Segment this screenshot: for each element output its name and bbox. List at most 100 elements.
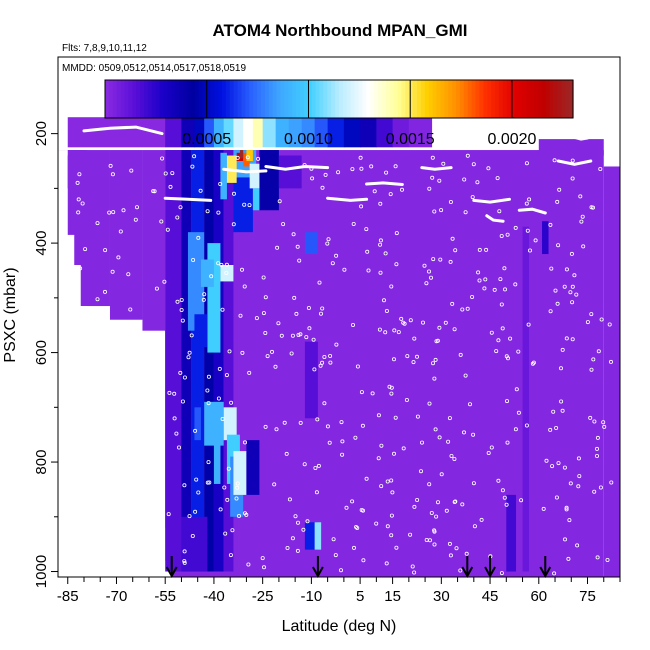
sample-marker: [430, 361, 435, 366]
sample-marker: [287, 497, 292, 502]
sample-marker: [551, 409, 556, 414]
colorbar-cell: [549, 80, 555, 118]
sample-marker: [422, 263, 427, 268]
sample-marker: [434, 339, 439, 344]
sample-marker: [305, 519, 310, 524]
sample-marker: [78, 266, 83, 271]
sample-marker: [165, 227, 170, 232]
sample-marker: [235, 485, 240, 490]
sample-marker: [430, 175, 435, 180]
sample-marker: [410, 564, 415, 569]
colorbar-cell: [393, 80, 399, 118]
sample-marker: [312, 367, 317, 372]
cell-1: [165, 150, 182, 572]
sample-marker: [178, 370, 183, 375]
sample-marker: [176, 445, 181, 450]
sample-marker: [496, 338, 501, 343]
colorbar-cell: [128, 80, 133, 118]
sample-marker: [242, 511, 247, 516]
colorbar-cell: [257, 80, 262, 118]
sample-marker: [327, 440, 332, 445]
sample-marker: [175, 215, 180, 220]
sample-marker: [378, 270, 383, 275]
sample-marker: [385, 524, 390, 529]
cell-5: [213, 150, 224, 572]
colorbar-cell: [545, 80, 551, 118]
sample-marker: [217, 366, 222, 371]
sample-marker: [470, 195, 475, 200]
sample-marker: [224, 262, 229, 267]
colorbar-cell: [198, 80, 204, 118]
sample-marker: [182, 375, 187, 380]
colorbar-cell: [463, 80, 469, 118]
x-axis-label: Latitude (deg N): [282, 618, 397, 635]
sample-marker: [554, 495, 559, 500]
sample-marker: [508, 336, 513, 341]
sample-marker: [607, 322, 612, 327]
sample-marker: [218, 181, 223, 186]
sample-marker: [483, 277, 488, 282]
sample-marker: [198, 188, 203, 193]
sample-marker: [589, 367, 594, 372]
sample-marker: [320, 185, 325, 190]
cell-34: [220, 265, 234, 282]
sample-marker: [376, 413, 381, 418]
sample-marker: [504, 399, 509, 404]
sample-marker: [439, 472, 444, 477]
sample-marker: [447, 416, 452, 421]
colorbar-cell: [506, 80, 512, 118]
sample-marker: [419, 440, 424, 445]
colorbar-cell: [124, 80, 129, 118]
sample-marker: [568, 481, 573, 486]
sample-marker: [269, 349, 274, 354]
cell-35: [223, 407, 237, 441]
sample-marker: [298, 332, 303, 337]
sample-marker: [431, 257, 436, 262]
sample-marker: [424, 281, 429, 286]
sample-marker: [227, 349, 232, 354]
sample-marker: [179, 297, 184, 302]
sample-marker: [359, 166, 364, 171]
colorbar-tick-label: 0.0015: [386, 131, 435, 148]
arrow-head: [461, 566, 474, 579]
sample-marker: [353, 435, 358, 440]
sample-marker: [564, 267, 569, 272]
colorbar-tick-label: 0.0020: [487, 131, 536, 148]
colorbar-cell: [327, 80, 332, 118]
track-line-4: [163, 196, 213, 202]
cell-22: [181, 516, 208, 572]
sample-marker: [328, 353, 333, 358]
sample-marker: [530, 361, 535, 366]
sample-marker: [427, 538, 432, 543]
track-line-7: [472, 197, 511, 204]
track-line-10: [556, 159, 593, 166]
sample-marker: [246, 562, 251, 567]
sample-marker: [432, 529, 437, 534]
colorbar-cell: [510, 80, 516, 118]
sample-marker: [190, 534, 195, 539]
sample-marker: [167, 390, 172, 395]
sample-marker: [502, 495, 507, 500]
sample-marker: [591, 357, 596, 362]
sample-marker: [254, 316, 259, 321]
colorbar-cell: [459, 80, 465, 118]
sample-marker: [323, 172, 328, 177]
sample-marker: [378, 201, 383, 206]
colorbar-cell: [225, 80, 231, 118]
top-band-seg-9: [252, 117, 264, 148]
sample-marker: [560, 347, 565, 352]
cell-9: [200, 259, 214, 287]
sample-marker: [427, 186, 432, 191]
sample-marker: [111, 210, 116, 215]
arrow-head: [539, 566, 552, 579]
sample-marker: [223, 531, 228, 536]
y-tick-label: 400: [33, 231, 50, 256]
sample-marker: [186, 355, 191, 360]
sample-marker: [514, 387, 519, 392]
sample-marker: [118, 229, 123, 234]
sample-marker: [516, 410, 521, 415]
top-band-seg-4: [204, 117, 215, 148]
colorbar-cell: [307, 80, 313, 118]
sample-marker: [315, 417, 320, 422]
sample-marker: [247, 203, 252, 208]
